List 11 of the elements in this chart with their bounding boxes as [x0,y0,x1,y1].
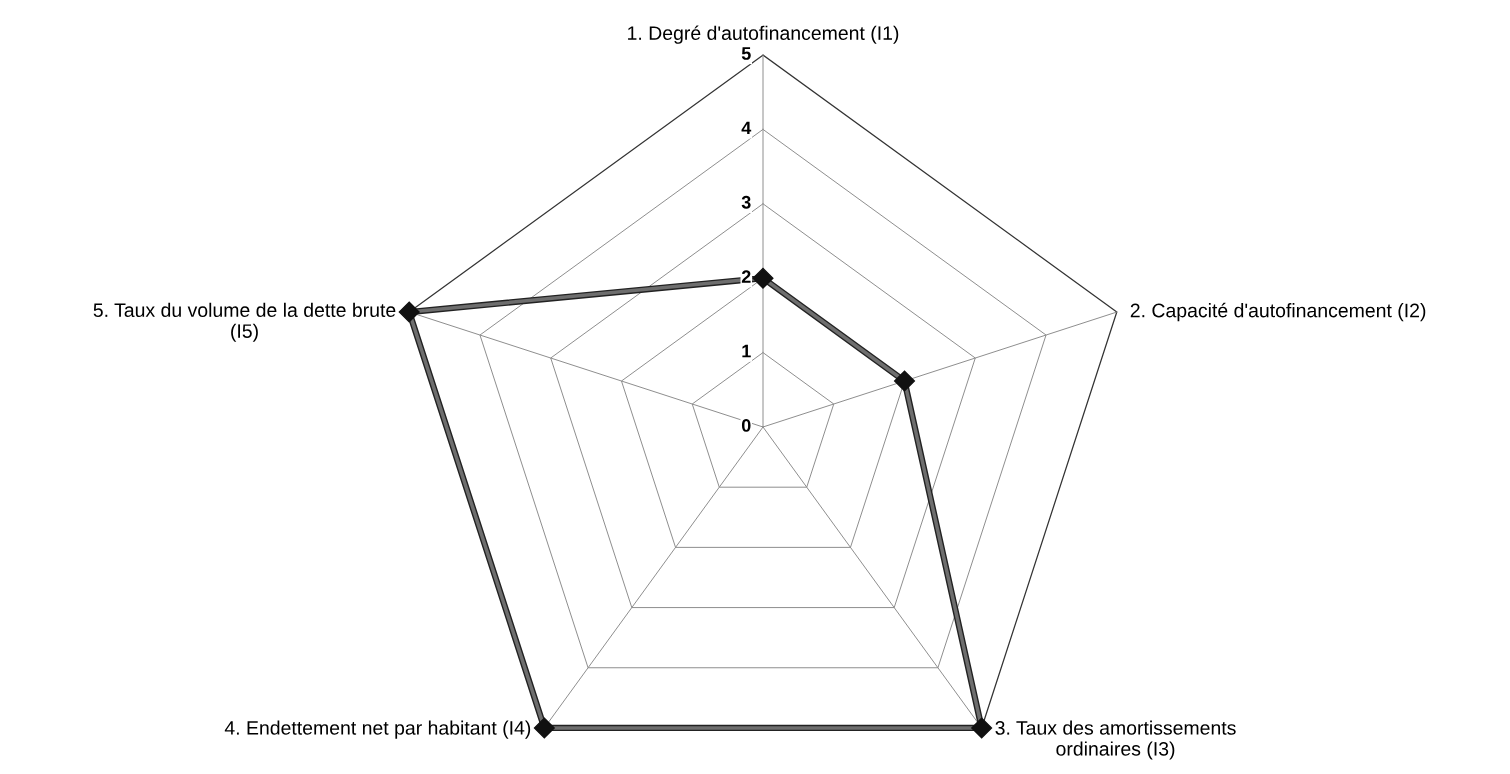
spoke-label: 4. Endettement net par habitant (I4) [224,720,531,739]
y-tick-label: 5 [741,47,751,60]
y-tick-label: 0 [741,419,751,432]
y-tick-label: 2 [741,270,751,283]
spoke-label: 1. Degré d'autofinancement (I1) [628,25,899,44]
spoke-label: 5. Taux du volume de la dette brute (I5) [93,302,396,342]
y-tick-label: 1 [742,344,751,358]
spoke-label: 3. Taux des amortissements ordinaires (I3) [995,720,1236,760]
y-tick-label: 3 [741,195,751,209]
y-tick-label: 4 [741,121,752,135]
spoke-label: 2. Capacité d'autofinancement (I2) [1130,302,1426,322]
